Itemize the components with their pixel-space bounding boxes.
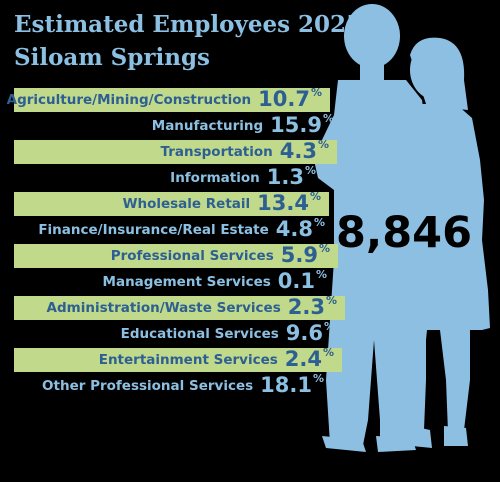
sector-label: Transportation [160, 144, 273, 160]
sector-label: Manufacturing [151, 118, 264, 134]
sector-percentage-value: 1.3 [266, 165, 304, 189]
percent-sign: % [309, 189, 321, 203]
sector-row: Finance/Insurance/Real Estate 4.8% [14, 215, 333, 242]
sector-percentage-value: 4.3 [279, 139, 317, 163]
chart-title-line-1: Estimated Employees 2025 [14, 11, 363, 38]
sector-row: Wholesale Retail 13.4% [14, 189, 329, 216]
percent-sign: % [313, 215, 325, 229]
sector-percentage-value: 10.7 [258, 87, 310, 111]
chart-title-line-2: Siloam Springs [14, 44, 210, 71]
total-employees-value: 8,846 [336, 208, 473, 258]
percent-sign: % [325, 293, 337, 307]
sector-label: Management Services [102, 274, 271, 290]
sector-row: Agriculture/Mining/Construction 10.7% [7, 85, 330, 112]
sector-label: Information [170, 170, 260, 186]
sector-percentage-value: 4.8 [275, 217, 313, 241]
percent-sign: % [315, 267, 327, 281]
percent-sign: % [304, 163, 316, 177]
sector-label: Entertainment Services [98, 352, 278, 368]
sector-row: Administration/Waste Services 2.3% [14, 293, 345, 320]
sector-percentage-value: 0.1 [277, 269, 315, 293]
percent-sign: % [322, 345, 334, 359]
sector-percentage-value: 15.9 [270, 113, 322, 137]
sector-percentage-value: 2.3 [287, 295, 325, 319]
sector-row: Other Professional Services 18.1% [14, 371, 332, 398]
percent-sign: % [317, 137, 329, 151]
sector-row: Entertainment Services 2.4% [14, 345, 342, 372]
sector-label: Professional Services [110, 248, 274, 264]
sector-percentage-value: 5.9 [280, 243, 318, 267]
sector-percentage-value: 9.6 [285, 321, 323, 345]
percent-sign: % [310, 85, 322, 99]
sector-label: Educational Services [120, 326, 279, 342]
sector-label: Other Professional Services [42, 378, 254, 394]
sector-row: Information 1.3% [14, 163, 324, 190]
sector-row: Educational Services 9.6% [14, 319, 343, 346]
sector-label: Wholesale Retail [122, 196, 251, 212]
sector-label: Agriculture/Mining/Construction [6, 92, 252, 108]
sector-row: Professional Services 5.9% [14, 241, 338, 268]
sector-row: Transportation 4.3% [14, 137, 337, 164]
percent-sign: % [323, 319, 335, 333]
sector-row: Manufacturing 15.9% [14, 111, 342, 138]
sector-percentage-value: 13.4 [257, 191, 309, 215]
percent-sign: % [322, 111, 334, 125]
sector-label: Administration/Waste Services [46, 300, 281, 316]
sector-percentage-value: 2.4 [284, 347, 322, 371]
sector-row: Management Services 0.1% [14, 267, 335, 294]
percent-sign: % [312, 371, 324, 385]
sector-label: Finance/Insurance/Real Estate [38, 222, 269, 238]
sector-percentage-value: 18.1 [260, 373, 312, 397]
percent-sign: % [318, 241, 330, 255]
